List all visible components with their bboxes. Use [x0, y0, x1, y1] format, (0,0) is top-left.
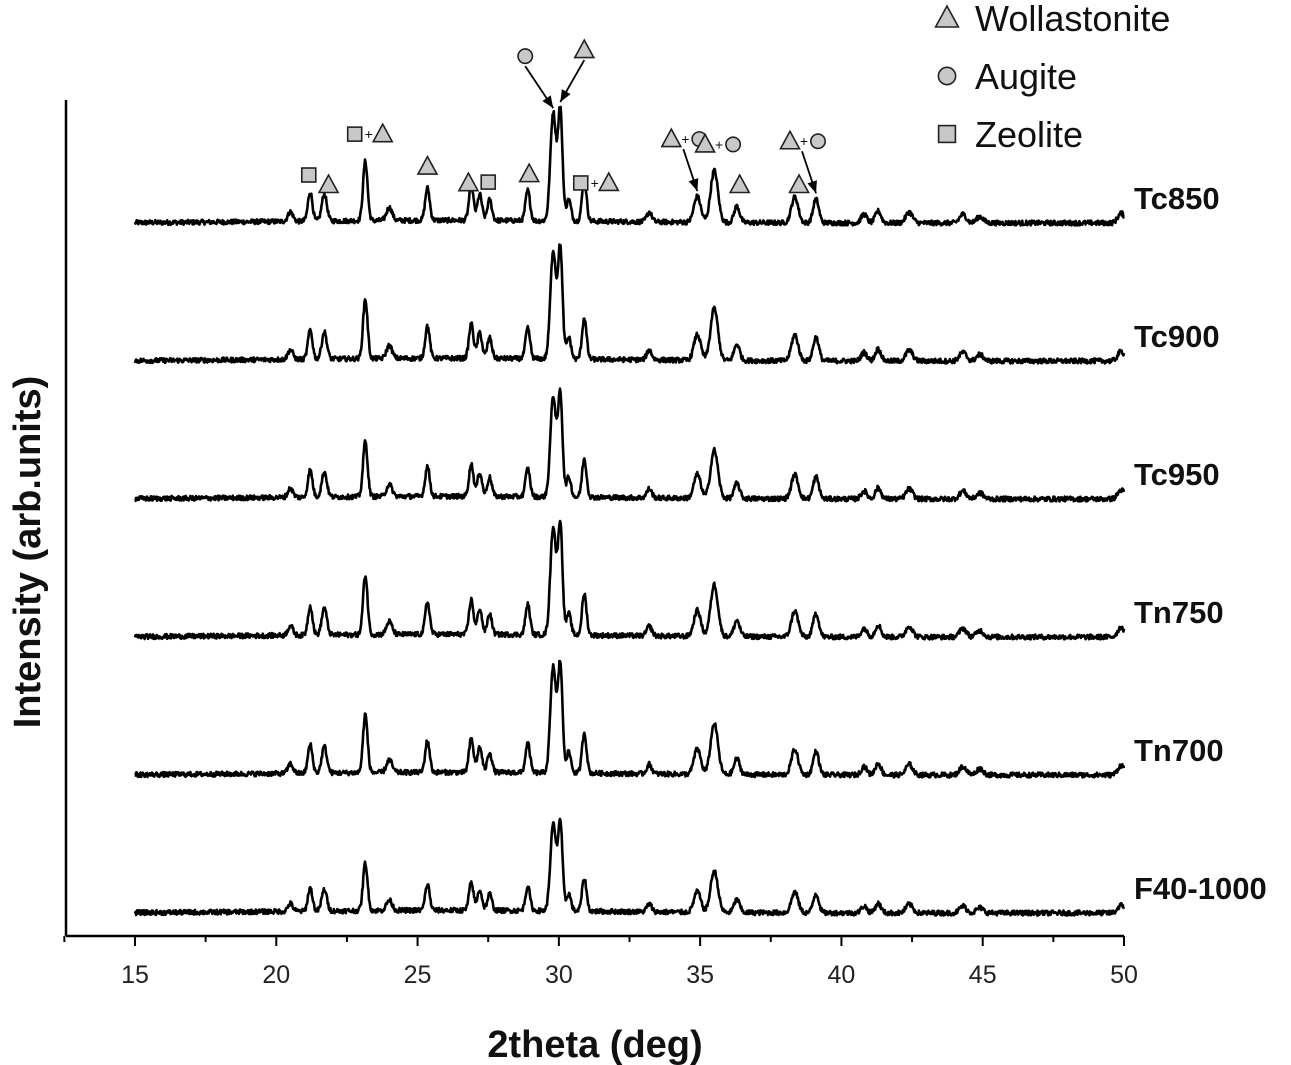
marker-arrow-head	[560, 89, 571, 103]
marker-plus: +	[591, 175, 599, 191]
series-line-tc950	[134, 387, 1126, 503]
marker-arrow-head	[807, 180, 817, 194]
zeolite-marker	[572, 175, 589, 191]
series-line-tn750	[133, 519, 1126, 641]
series-line-tc850	[133, 105, 1125, 227]
marker-plus: +	[715, 136, 723, 152]
x-tick-label: 45	[969, 961, 997, 989]
x-tick-label: 50	[1110, 961, 1138, 989]
x-tick-label: 30	[545, 961, 573, 989]
legend-label-wollastonite: Wollastonite	[975, 0, 1170, 39]
series-label-tc950: Tc950	[1134, 457, 1220, 492]
wollastonite-marker	[573, 38, 596, 59]
wollastonite-marker	[728, 173, 751, 194]
marker-plus: +	[681, 131, 689, 147]
wollastonite-marker	[457, 171, 480, 192]
y-axis-title: Intensity (arb.units)	[7, 376, 49, 729]
marker-plus: +	[365, 126, 373, 142]
zeolite-marker	[937, 124, 957, 144]
x-tick-label: 35	[686, 961, 714, 989]
series-labels: Tc850 Tc900 Tc950 Tn750 Tn700 F40-1000	[1134, 181, 1267, 906]
x-axis-title: 2theta (deg)	[487, 1024, 702, 1065]
zeolite-marker	[300, 167, 317, 183]
series-line-tn700	[134, 659, 1126, 779]
series-label-tc900: Tc900	[1134, 319, 1220, 354]
series-label-f40-1000: F40-1000	[1134, 871, 1267, 906]
phase-markers: + + + + +	[300, 38, 826, 194]
augite-marker	[725, 136, 742, 153]
wollastonite-marker	[371, 122, 394, 143]
x-tick-label: 40	[828, 961, 856, 989]
legend-label-augite: Augite	[975, 56, 1077, 97]
series-label-tc850: Tc850	[1134, 181, 1220, 216]
wollastonite-marker	[597, 171, 620, 192]
wollastonite-marker	[934, 4, 960, 28]
wollastonite-marker	[416, 154, 439, 175]
series-label-tn700: Tn700	[1134, 733, 1224, 768]
wollastonite-marker	[788, 173, 810, 194]
augite-marker	[937, 66, 957, 86]
wollastonite-marker	[694, 132, 716, 153]
augite-marker	[809, 133, 826, 150]
marker-arrow-head	[542, 95, 554, 109]
legend: Wollastonite Augite Zeolite	[934, 0, 1170, 155]
series-line-tc900	[133, 243, 1126, 365]
wollastonite-marker	[317, 173, 340, 194]
augite-marker	[517, 48, 534, 65]
wollastonite-marker	[779, 129, 801, 150]
x-tick-label: 15	[121, 961, 149, 989]
zeolite-marker	[346, 126, 363, 142]
legend-label-zeolite: Zeolite	[975, 114, 1083, 155]
series-line-f40-1000	[133, 817, 1126, 917]
x-tick-label: 20	[262, 961, 290, 989]
series-label-tn750: Tn750	[1134, 595, 1224, 630]
x-tick-label: 25	[404, 961, 432, 989]
axes	[64, 100, 1124, 938]
x-ticks: 15 20 25 30 35 40 45 50	[63, 936, 1138, 989]
zeolite-marker	[480, 174, 497, 190]
series-layer	[133, 105, 1126, 917]
wollastonite-marker	[518, 162, 541, 183]
wollastonite-marker	[660, 127, 683, 148]
marker-plus: +	[800, 133, 808, 149]
marker-arrow-head	[688, 178, 699, 192]
